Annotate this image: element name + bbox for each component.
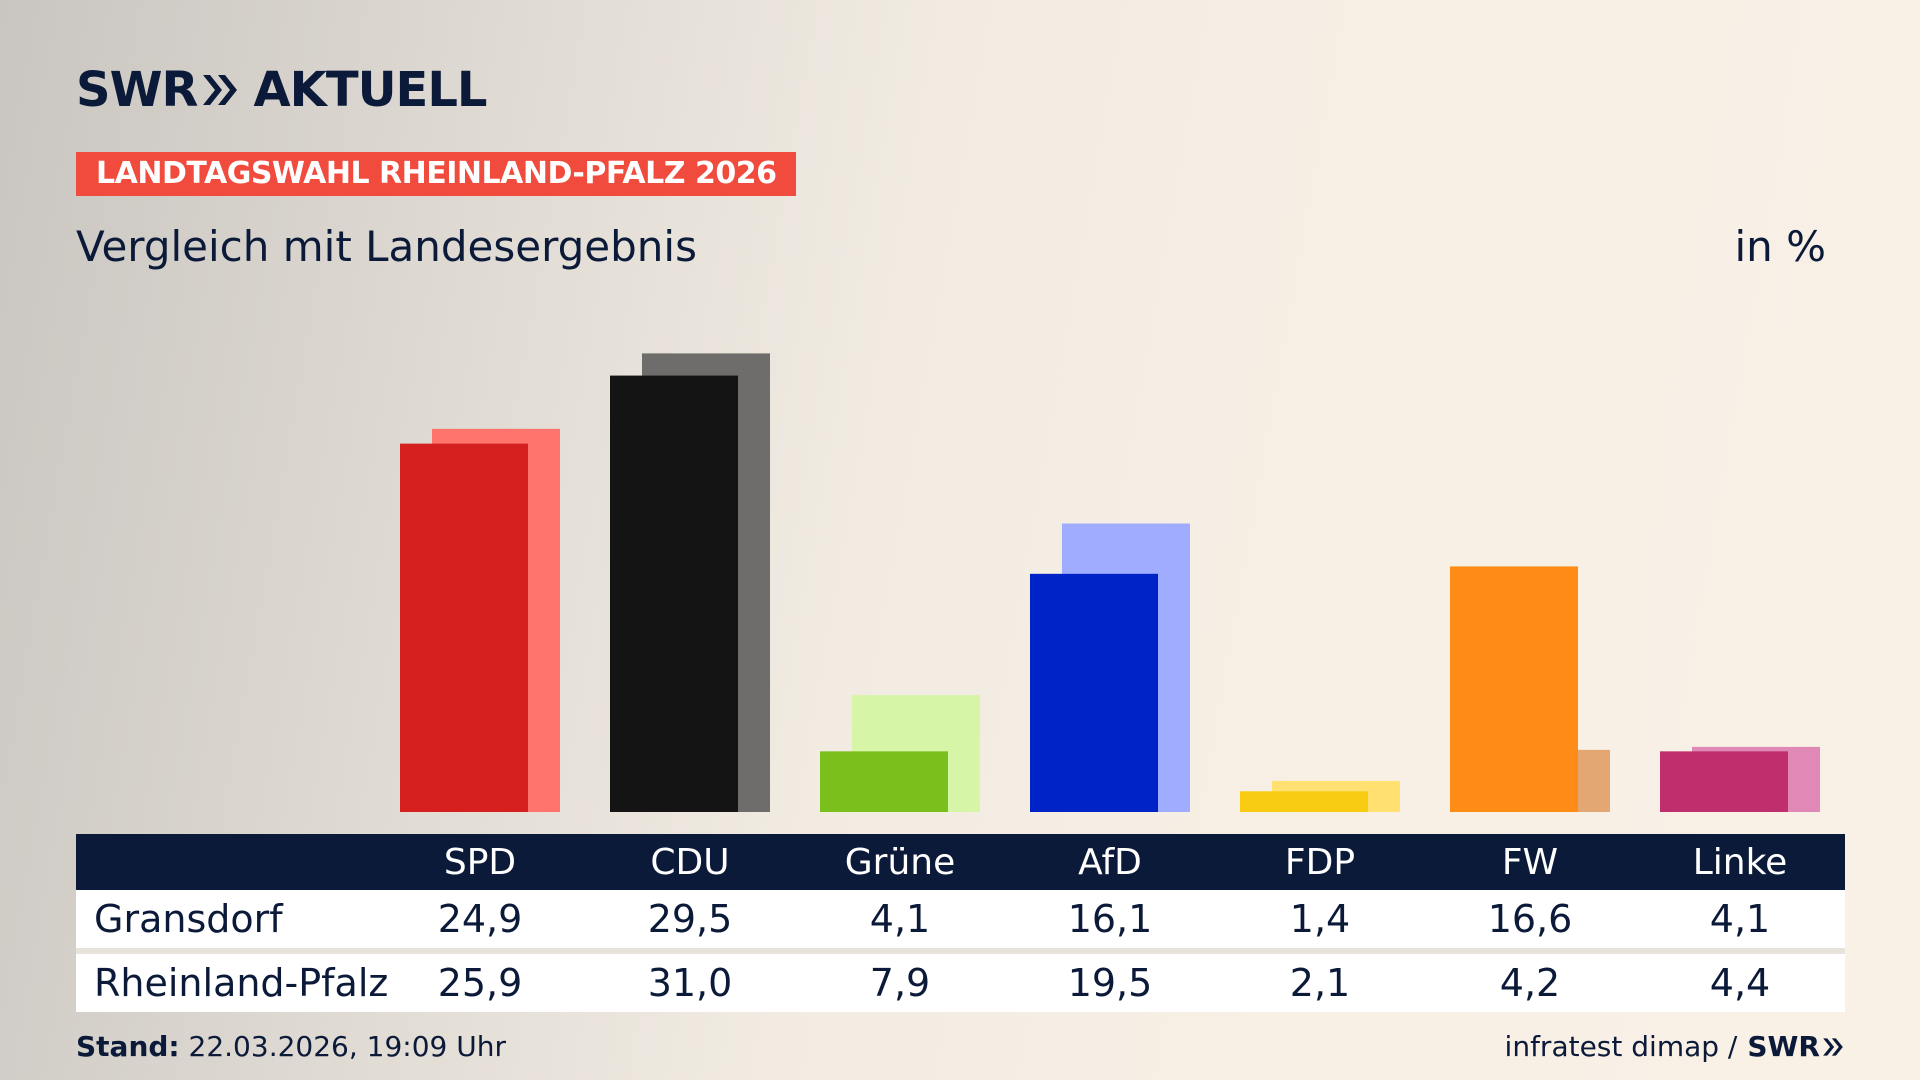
chevron-double-right-icon <box>201 73 239 107</box>
value-cell: 29,5 <box>647 897 733 941</box>
swr-aktuell-logo: SWR AKTUELL <box>76 62 488 118</box>
party-header-linke: Linke <box>1692 841 1788 883</box>
value-cell: 1,4 <box>1289 897 1351 941</box>
row-label: Gransdorf <box>94 897 283 941</box>
value-cell: 4,4 <box>1709 961 1771 1005</box>
value-cell: 19,5 <box>1067 961 1153 1005</box>
chart-subtitle: Vergleich mit Landesergebnis <box>76 222 697 271</box>
value-cell: 4,1 <box>1709 897 1771 941</box>
source-brand: SWR <box>1747 1030 1844 1063</box>
table-row: Gransdorf 24,9 29,5 4,1 16,1 1,4 16,6 4,1 <box>76 890 1845 948</box>
chevron-double-right-icon <box>1823 1037 1843 1056</box>
election-badge: LANDTAGSWAHL RHEINLAND-PFALZ 2026 <box>76 152 797 196</box>
stand-info: Stand: 22.03.2026, 19:09 Uhr <box>76 1030 506 1063</box>
brand-swr: SWR <box>76 62 198 118</box>
unit-label: in % <box>1734 222 1826 271</box>
party-header-spd: SPD <box>443 841 517 883</box>
bar-gransdorf-spd <box>400 443 528 812</box>
value-cell: 4,1 <box>869 897 931 941</box>
party-header-cdu: CDU <box>650 841 730 883</box>
bar-gransdorf-grüne <box>820 751 948 812</box>
bar-chart <box>400 353 1820 812</box>
party-header-fdp: FDP <box>1284 841 1356 883</box>
value-cell: 2,1 <box>1289 961 1351 1005</box>
party-header-afd: AfD <box>1078 841 1142 883</box>
value-cell: 31,0 <box>647 961 733 1005</box>
source-brand-text: SWR <box>1747 1030 1820 1063</box>
bar-gransdorf-linke <box>1660 751 1788 812</box>
value-cell: 24,9 <box>437 897 523 941</box>
row-divider <box>76 948 1845 954</box>
results-table: SPD CDU Grüne AfD FDP FW Linke Gransdorf 24,9 2… <box>76 834 1845 1012</box>
bar-gransdorf-fdp <box>1240 791 1368 812</box>
value-cell: 7,9 <box>869 961 931 1005</box>
row-label: Rheinland-Pfalz <box>94 961 389 1005</box>
table-row: Rheinland-Pfalz 25,9 31,0 7,9 19,5 2,1 4,2 4,4 <box>76 954 1845 1012</box>
bar-gransdorf-cdu <box>610 375 738 812</box>
value-cell: 16,6 <box>1487 897 1573 941</box>
party-header-fw: FW <box>1501 841 1559 883</box>
value-cell: 4,2 <box>1499 961 1561 1005</box>
party-header-grüne: Grüne <box>844 841 956 883</box>
value-cell: 16,1 <box>1067 897 1153 941</box>
bar-gransdorf-fw <box>1450 566 1578 812</box>
source-text: infratest dimap / <box>1504 1030 1738 1063</box>
table-header: SPD CDU Grüne AfD FDP FW Linke <box>76 834 1845 890</box>
stand-label: Stand: <box>76 1030 180 1063</box>
source-info: infratest dimap / SWR <box>1505 1030 1844 1063</box>
bar-gransdorf-afd <box>1030 573 1158 812</box>
value-cell: 25,9 <box>437 961 523 1005</box>
brand-aktuell: AKTUELL <box>253 62 487 118</box>
stand-value: 22.03.2026, 19:09 Uhr <box>188 1030 506 1063</box>
